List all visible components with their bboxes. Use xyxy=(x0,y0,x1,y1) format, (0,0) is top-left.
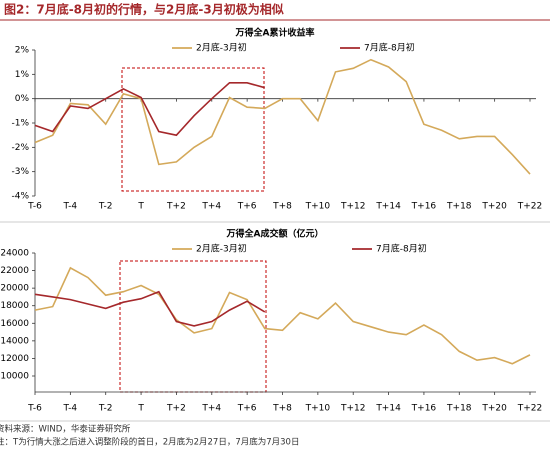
x-tick-label: T-4 xyxy=(63,202,78,212)
x-tick-label: T+4 xyxy=(201,404,221,414)
legend-label: 7月底-8月初 xyxy=(364,42,415,54)
y-tick-label: 20000 xyxy=(0,284,29,294)
x-tick-label: T xyxy=(137,202,144,212)
y-tick-label: 22000 xyxy=(0,266,29,276)
series-line xyxy=(34,58,531,175)
legend-label: 2月底-3月初 xyxy=(196,42,247,54)
legend-label: 7月底-8月初 xyxy=(376,243,427,255)
y-tick-label: 16000 xyxy=(0,319,29,329)
x-tick-label: T+2 xyxy=(166,404,186,414)
y-tick-label: -1% xyxy=(11,119,29,129)
y-tick-label: 14000 xyxy=(0,336,29,346)
x-tick-label: T-6 xyxy=(27,404,42,414)
y-tick-label: 10000 xyxy=(0,372,29,382)
highlight-box xyxy=(119,260,267,393)
series-line xyxy=(34,290,266,327)
x-tick-label: T+12 xyxy=(340,202,366,212)
x-tick-label: T+10 xyxy=(305,404,331,414)
y-tick-label: 12000 xyxy=(0,354,29,364)
x-tick-label: T+6 xyxy=(237,202,257,212)
series-line xyxy=(34,82,266,137)
header-title: 图2：7月底-8月初的行情，与2月底-3月初极为相似 xyxy=(4,2,284,17)
y-tick-label: -2% xyxy=(11,143,29,153)
x-tick-label: T+18 xyxy=(446,404,472,414)
x-tick-label: T+2 xyxy=(166,202,186,212)
series-line xyxy=(34,266,531,365)
x-tick-label: T-4 xyxy=(63,404,78,414)
y-tick-label: 2% xyxy=(15,46,30,56)
x-tick-label: T xyxy=(137,404,144,414)
source: 资料来源：WIND，华泰证券研究所 xyxy=(0,424,131,435)
note: 注：T为行情大涨之后进入调整阶段的首日，2月底为2月27日，7月底为7月30日 xyxy=(0,437,299,448)
chart-title: 万得全A成交额（亿元） xyxy=(226,228,324,240)
x-tick-label: T+12 xyxy=(340,404,366,414)
legend-label: 2月底-3月初 xyxy=(196,243,247,255)
y-tick-label: 0% xyxy=(15,94,30,104)
x-tick-label: T-2 xyxy=(98,202,113,212)
x-tick-label: T+8 xyxy=(272,202,292,212)
x-tick-label: T+8 xyxy=(272,404,292,414)
y-tick-label: -4% xyxy=(11,192,29,202)
x-tick-label: T-2 xyxy=(98,404,113,414)
x-tick-label: T+22 xyxy=(517,202,543,212)
highlight-box xyxy=(121,67,265,192)
x-tick-label: T+16 xyxy=(411,404,437,414)
chart-title: 万得全A累计收益率 xyxy=(235,27,315,39)
x-tick-label: T+20 xyxy=(481,202,507,212)
x-tick-label: T+16 xyxy=(411,202,437,212)
x-tick-label: T+6 xyxy=(237,404,257,414)
x-tick-label: T+4 xyxy=(201,202,221,212)
x-tick-label: T+14 xyxy=(375,404,401,414)
x-tick-label: T+20 xyxy=(481,404,507,414)
x-tick-label: T-6 xyxy=(27,202,42,212)
y-tick-label: 18000 xyxy=(0,301,29,311)
x-tick-label: T+18 xyxy=(446,202,472,212)
y-tick-label: 24000 xyxy=(0,249,29,259)
x-tick-label: T+14 xyxy=(375,202,401,212)
y-tick-label: 1% xyxy=(15,70,30,80)
x-tick-label: T+10 xyxy=(305,202,331,212)
x-tick-label: T+22 xyxy=(517,404,543,414)
y-tick-label: -3% xyxy=(11,167,29,177)
